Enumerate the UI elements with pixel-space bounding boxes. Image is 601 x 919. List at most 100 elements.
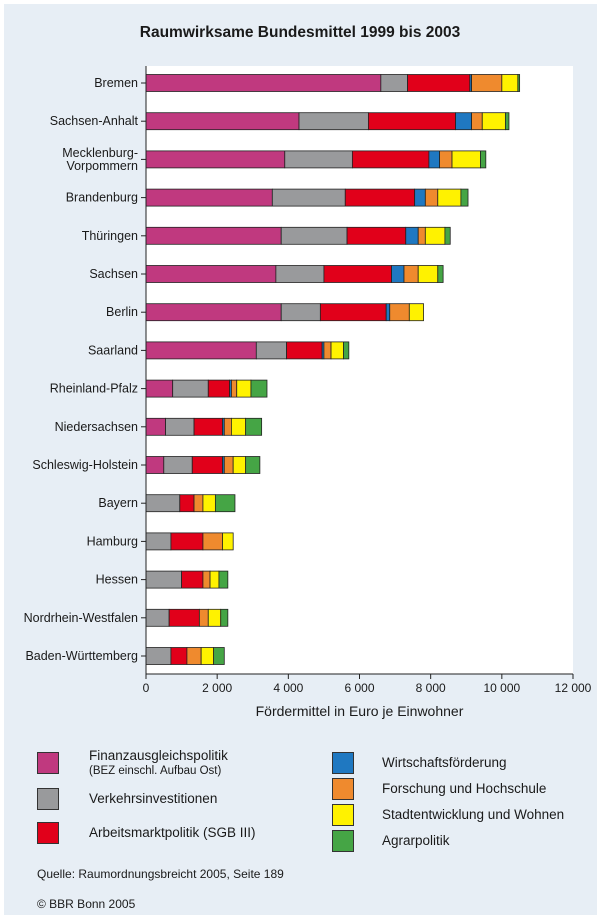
x-tick-label: 8 000 <box>416 681 446 695</box>
bar-segment <box>284 150 353 169</box>
y-tick-label: Bremen <box>94 76 138 90</box>
legend-label: Forschung und Hochschule <box>382 781 547 796</box>
bar-segment <box>408 303 424 322</box>
bar-segment <box>451 150 481 169</box>
bar-segment <box>145 188 273 207</box>
bar-segment <box>236 379 252 398</box>
legend-label: Stadtentwicklung und Wohnen <box>382 807 565 822</box>
bar-segment <box>168 608 200 627</box>
y-tick-label: Sachsen-Anhalt <box>50 114 139 128</box>
bar-segment <box>255 341 287 360</box>
stacked-bar-chart: Raumwirksame Bundesmittel 1999 bis 2003 B… <box>24 24 592 719</box>
bar-segment <box>193 417 223 436</box>
legend-swatch <box>332 830 354 852</box>
bar-segment <box>202 532 223 551</box>
bar-segment <box>213 647 225 665</box>
bar-segment <box>145 379 174 398</box>
bar-segment <box>198 608 209 627</box>
bar-segment <box>437 188 462 207</box>
bar-segment <box>220 608 229 627</box>
bar-segment <box>209 570 220 589</box>
bar-segment <box>344 188 416 207</box>
bar-segment <box>481 112 506 131</box>
figure-frame: Raumwirksame Bundesmittel 1999 bis 2003 B… <box>4 4 597 915</box>
bar-segment <box>417 226 426 245</box>
bar-segment <box>504 112 510 131</box>
bar-segment <box>403 265 419 283</box>
x-tick-label: 12 000 <box>555 681 592 695</box>
bar-segment <box>330 341 344 360</box>
legend-swatch <box>37 788 59 810</box>
bar-segment <box>163 456 193 474</box>
legend-label: Arbeitsmarktpolitik (SGB III) <box>89 825 256 840</box>
bar-segment <box>380 74 408 92</box>
bar-segment <box>207 608 222 627</box>
chart-title: Raumwirksame Bundesmittel 1999 bis 2003 <box>140 24 461 41</box>
bar-segment <box>145 341 257 360</box>
bar-segment <box>230 417 247 436</box>
bar-segment <box>444 226 451 245</box>
bar-segment <box>346 226 407 245</box>
bar-segment <box>351 150 430 169</box>
x-tick-label: 4 000 <box>273 681 303 695</box>
bar-segment <box>145 74 382 92</box>
bar-segment <box>343 341 350 360</box>
bar-segment <box>214 494 236 513</box>
y-tick-label: Baden-Württemberg <box>25 649 138 663</box>
y-tick-label: Bayern <box>98 496 138 510</box>
bar-segment <box>424 226 446 245</box>
bar-segment <box>250 379 268 398</box>
bar-segment <box>517 74 521 92</box>
bar-segment <box>145 494 181 513</box>
bar-segment <box>232 456 247 474</box>
bar-segment <box>145 265 277 283</box>
bar-segment <box>200 647 215 665</box>
bar-segment <box>172 379 209 398</box>
bar-segment <box>455 112 472 131</box>
y-tick-label: Schleswig-Holstein <box>32 458 138 472</box>
y-tick-label: Brandenburg <box>66 191 138 205</box>
bar-segment <box>245 417 263 436</box>
y-tick-label: Hamburg <box>87 534 138 548</box>
bar-segment <box>480 150 487 169</box>
y-tick-label: Hessen <box>96 573 138 587</box>
bar-segment <box>280 303 321 322</box>
y-tick-label: Berlin <box>106 305 138 319</box>
bar-segment <box>145 303 282 322</box>
bar-segment <box>145 532 172 551</box>
bar-segment <box>193 494 204 513</box>
bar-segment <box>245 456 261 474</box>
bar-segment <box>223 417 232 436</box>
legend-label: Wirtschaftsförderung <box>382 755 507 770</box>
bar-segment <box>323 265 392 283</box>
bar-segment <box>145 226 282 245</box>
bar-segment <box>230 379 238 398</box>
bar-segment <box>367 112 456 131</box>
bar-segment <box>145 456 165 474</box>
legend-label: Verkehrsinvestitionen <box>89 791 218 806</box>
y-tick-label: Niedersachsen <box>55 420 138 434</box>
bar-segment <box>170 532 204 551</box>
bar-segment <box>389 303 410 322</box>
source-note: Quelle: Raumordnungsbreicht 2005, Seite … <box>37 867 284 881</box>
bar-segment <box>385 303 391 322</box>
legend-label: Finanzausgleichspolitik <box>89 748 228 763</box>
bar-segment <box>202 570 211 589</box>
legend-swatch <box>332 752 354 774</box>
legend-sublabel: (BEZ einschl. Aufbau Ost) <box>89 765 222 777</box>
bar-segment <box>145 608 170 627</box>
x-tick-label: 6 000 <box>344 681 374 695</box>
bar-segment <box>179 494 195 513</box>
bar-segment <box>471 112 483 131</box>
bar-segment <box>275 265 325 283</box>
bar-segment <box>298 112 369 131</box>
bar-segment <box>471 74 503 92</box>
bar-segment <box>414 188 426 207</box>
bar-segment <box>407 74 471 92</box>
bar-segment <box>181 570 204 589</box>
y-tick-label: Mecklenburg-Vorpommern <box>62 146 138 173</box>
bar-segment <box>405 226 419 245</box>
bar-segment <box>222 532 234 551</box>
y-tick-label: Nordrhein-Westfalen <box>24 611 138 625</box>
bar-segment <box>145 647 172 665</box>
